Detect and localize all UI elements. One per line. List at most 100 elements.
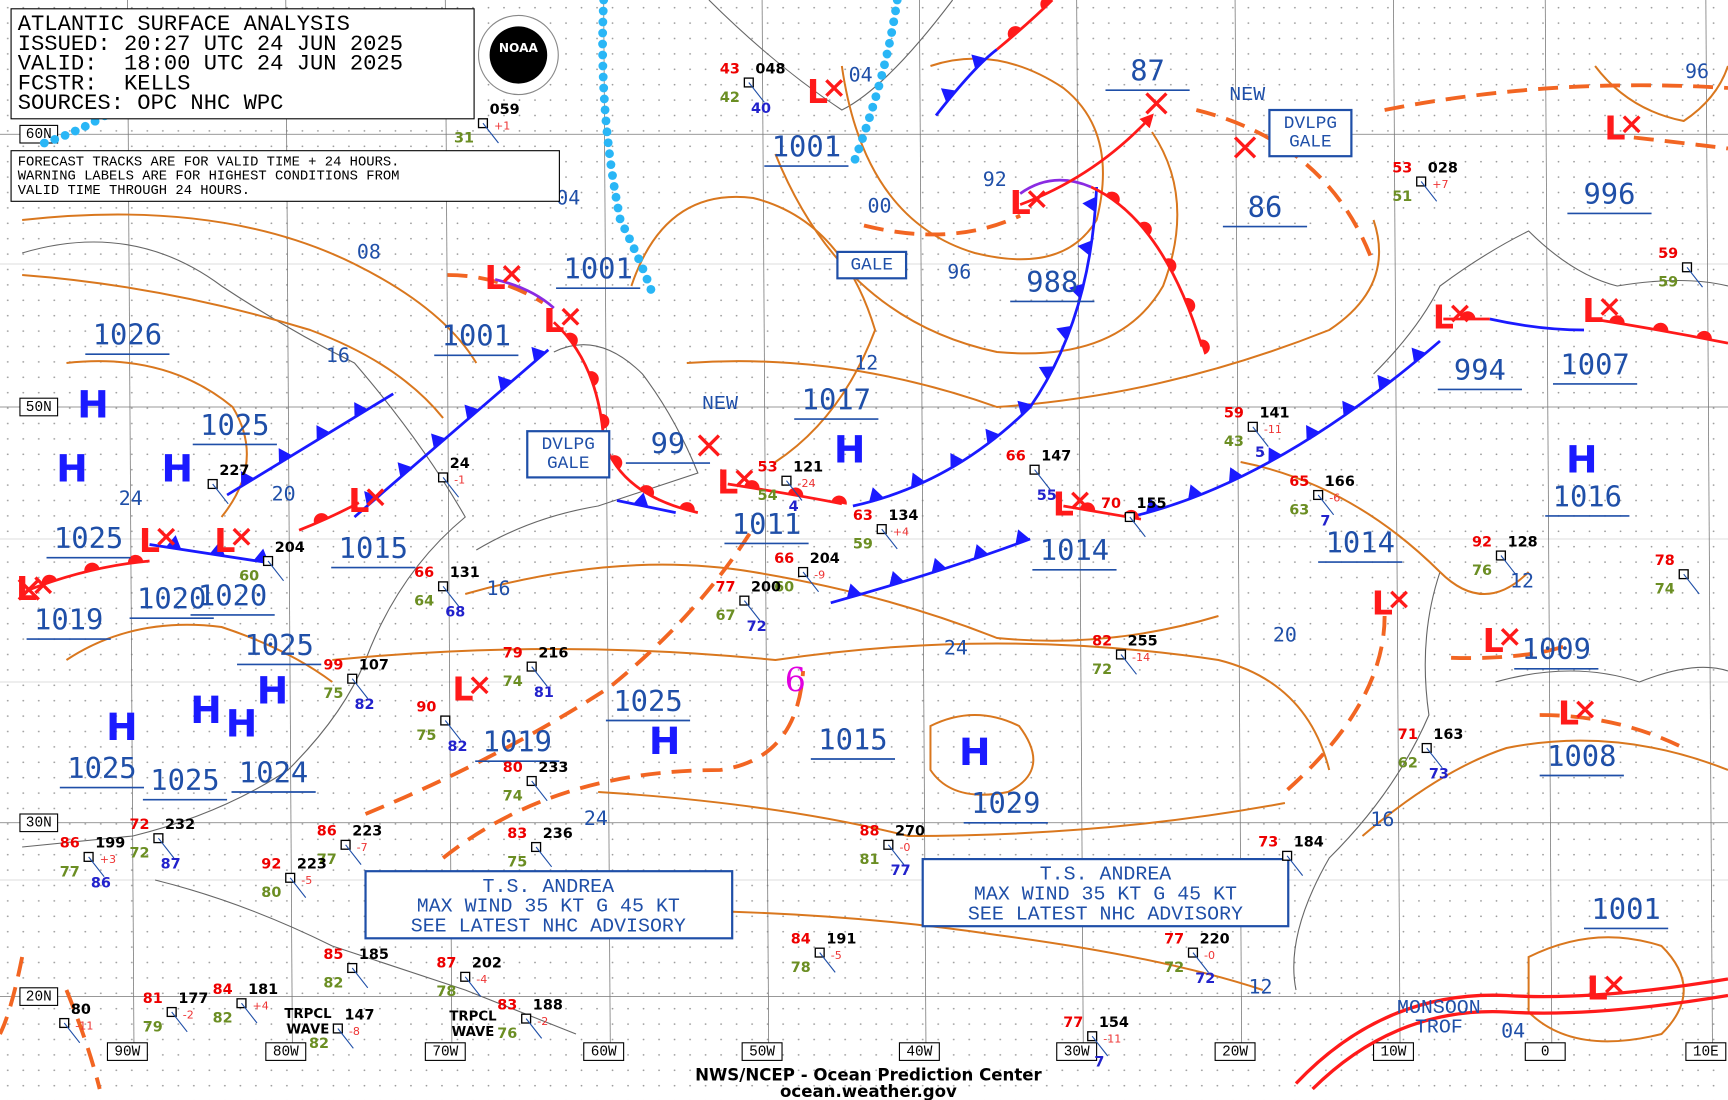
isobar-label: 12: [854, 352, 878, 375]
tropical-wave-label: WAVE: [287, 1023, 330, 1038]
wind-barb: [442, 477, 460, 498]
station-pressure: 147: [344, 1007, 374, 1023]
lon-label: 90W: [114, 1044, 140, 1060]
ice-dot: [599, 83, 609, 93]
station-tendency: -11: [75, 1019, 93, 1032]
lon-label-box: [583, 1042, 625, 1061]
wind-barb: [444, 720, 462, 741]
wind-barb: [1034, 469, 1051, 490]
logo-text: NOAA: [499, 41, 539, 55]
wind-barb: [1286, 855, 1304, 876]
lon-label-box: [265, 1042, 307, 1061]
station-temp: 99: [323, 658, 343, 674]
isobar-label: 24: [119, 487, 143, 510]
low-center: L: [717, 463, 738, 502]
station-dewpoint: 78: [436, 984, 456, 1000]
wind-barb: [351, 967, 369, 989]
ice-dot: [601, 116, 611, 126]
header-line: FCSTR: KELLS: [18, 71, 191, 96]
station-tendency: +4: [253, 1000, 269, 1013]
note-line: FORECAST TRACKS ARE FOR VALID TIME + 24 …: [18, 155, 400, 170]
isobar-label: 12: [1510, 569, 1534, 592]
ice-dot: [598, 28, 608, 38]
isobar-label: 04: [556, 187, 580, 210]
low-x: [157, 527, 176, 546]
wind-barb: [1317, 494, 1335, 516]
station-weather: 86: [91, 875, 111, 891]
isobar-label: 24: [944, 637, 968, 660]
station-temp: 81: [143, 991, 163, 1007]
station-dewpoint: 77: [317, 852, 337, 868]
station-temp: 87: [436, 956, 456, 972]
isobar-label: 12: [1249, 975, 1273, 998]
wind-barb: [171, 1011, 188, 1033]
wind-barb: [1500, 555, 1517, 576]
low-x: [232, 527, 251, 546]
cold-front-pip: [1268, 447, 1282, 463]
high-center: H: [959, 730, 991, 774]
station-tendency: -14: [1132, 651, 1150, 664]
low-x: [561, 307, 580, 326]
station-pressure: 270: [895, 824, 925, 840]
station-pressure: 223: [297, 857, 327, 873]
warm-front-pip: [610, 455, 623, 470]
warning-box: [921, 858, 1290, 928]
note-line: VALID TIME THROUGH 24 HOURS.: [18, 184, 250, 199]
station-dewpoint: 72: [1092, 662, 1112, 678]
pressure-label: 1025: [54, 521, 123, 555]
station-pressure: 200: [751, 579, 781, 595]
cold-front-pip: [940, 88, 957, 103]
ice-dot: [615, 214, 625, 224]
warm-front-pip: [1105, 191, 1120, 204]
ice-dot: [620, 224, 630, 234]
pressure-label: 1001: [442, 319, 511, 353]
station-dewpoint: 72: [1164, 960, 1184, 976]
note-line: WARNING LABELS ARE FOR HIGHEST CONDITION…: [18, 170, 400, 185]
station-pressure: 059: [490, 102, 520, 118]
pressure-label: 1017: [802, 383, 871, 417]
wind-barb: [819, 952, 836, 973]
lon-label: 10W: [1381, 1044, 1407, 1060]
lat-label: 30N: [26, 816, 52, 832]
station-pressure: 24: [450, 456, 470, 472]
storm-text: SEE LATEST NHC ADVISORY: [411, 914, 686, 937]
ice-dot: [629, 244, 639, 254]
warm-front-pip: [600, 413, 610, 430]
meridian: [1544, 0, 1553, 1057]
ice-dot: [608, 171, 617, 180]
meridian: [761, 0, 770, 1057]
pressure-label: 99: [651, 427, 686, 461]
footer-url: ocean.weather.gov: [780, 1082, 957, 1100]
low-center: L: [1558, 694, 1579, 733]
station-temp: 70: [1101, 496, 1121, 512]
warm-front-pip: [313, 513, 329, 524]
pressure-label: 1015: [818, 722, 887, 756]
cold-front-pip: [633, 492, 649, 507]
ice-dot: [80, 121, 90, 131]
cold-front-pip: [464, 404, 480, 420]
warm-front-pip: [1139, 221, 1152, 236]
station-marker: [1087, 1031, 1098, 1042]
cold-front-pip: [889, 571, 905, 586]
warm-front-pip: [1164, 258, 1177, 273]
wind-barb: [1252, 426, 1269, 447]
station-dewpoint: 72: [130, 846, 150, 862]
meridian: [1705, 0, 1713, 1057]
pressure-label: 994: [1454, 353, 1506, 387]
lat-label-box: [19, 397, 59, 417]
cold-front-pip: [497, 375, 513, 391]
ice-dot: [606, 160, 616, 170]
station-pressure: 216: [538, 645, 568, 661]
station-tendency: -6: [1329, 491, 1340, 504]
wind-barb: [289, 877, 307, 898]
low-x: [1500, 628, 1519, 646]
high-center: H: [77, 383, 109, 427]
station-tendency: +4: [893, 525, 909, 538]
ice-dot: [874, 81, 884, 91]
isobar-label: 20: [1273, 623, 1297, 646]
wind-barb: [442, 585, 460, 607]
station-pressure: 163: [1433, 727, 1463, 743]
lat-label: 50N: [26, 400, 52, 416]
